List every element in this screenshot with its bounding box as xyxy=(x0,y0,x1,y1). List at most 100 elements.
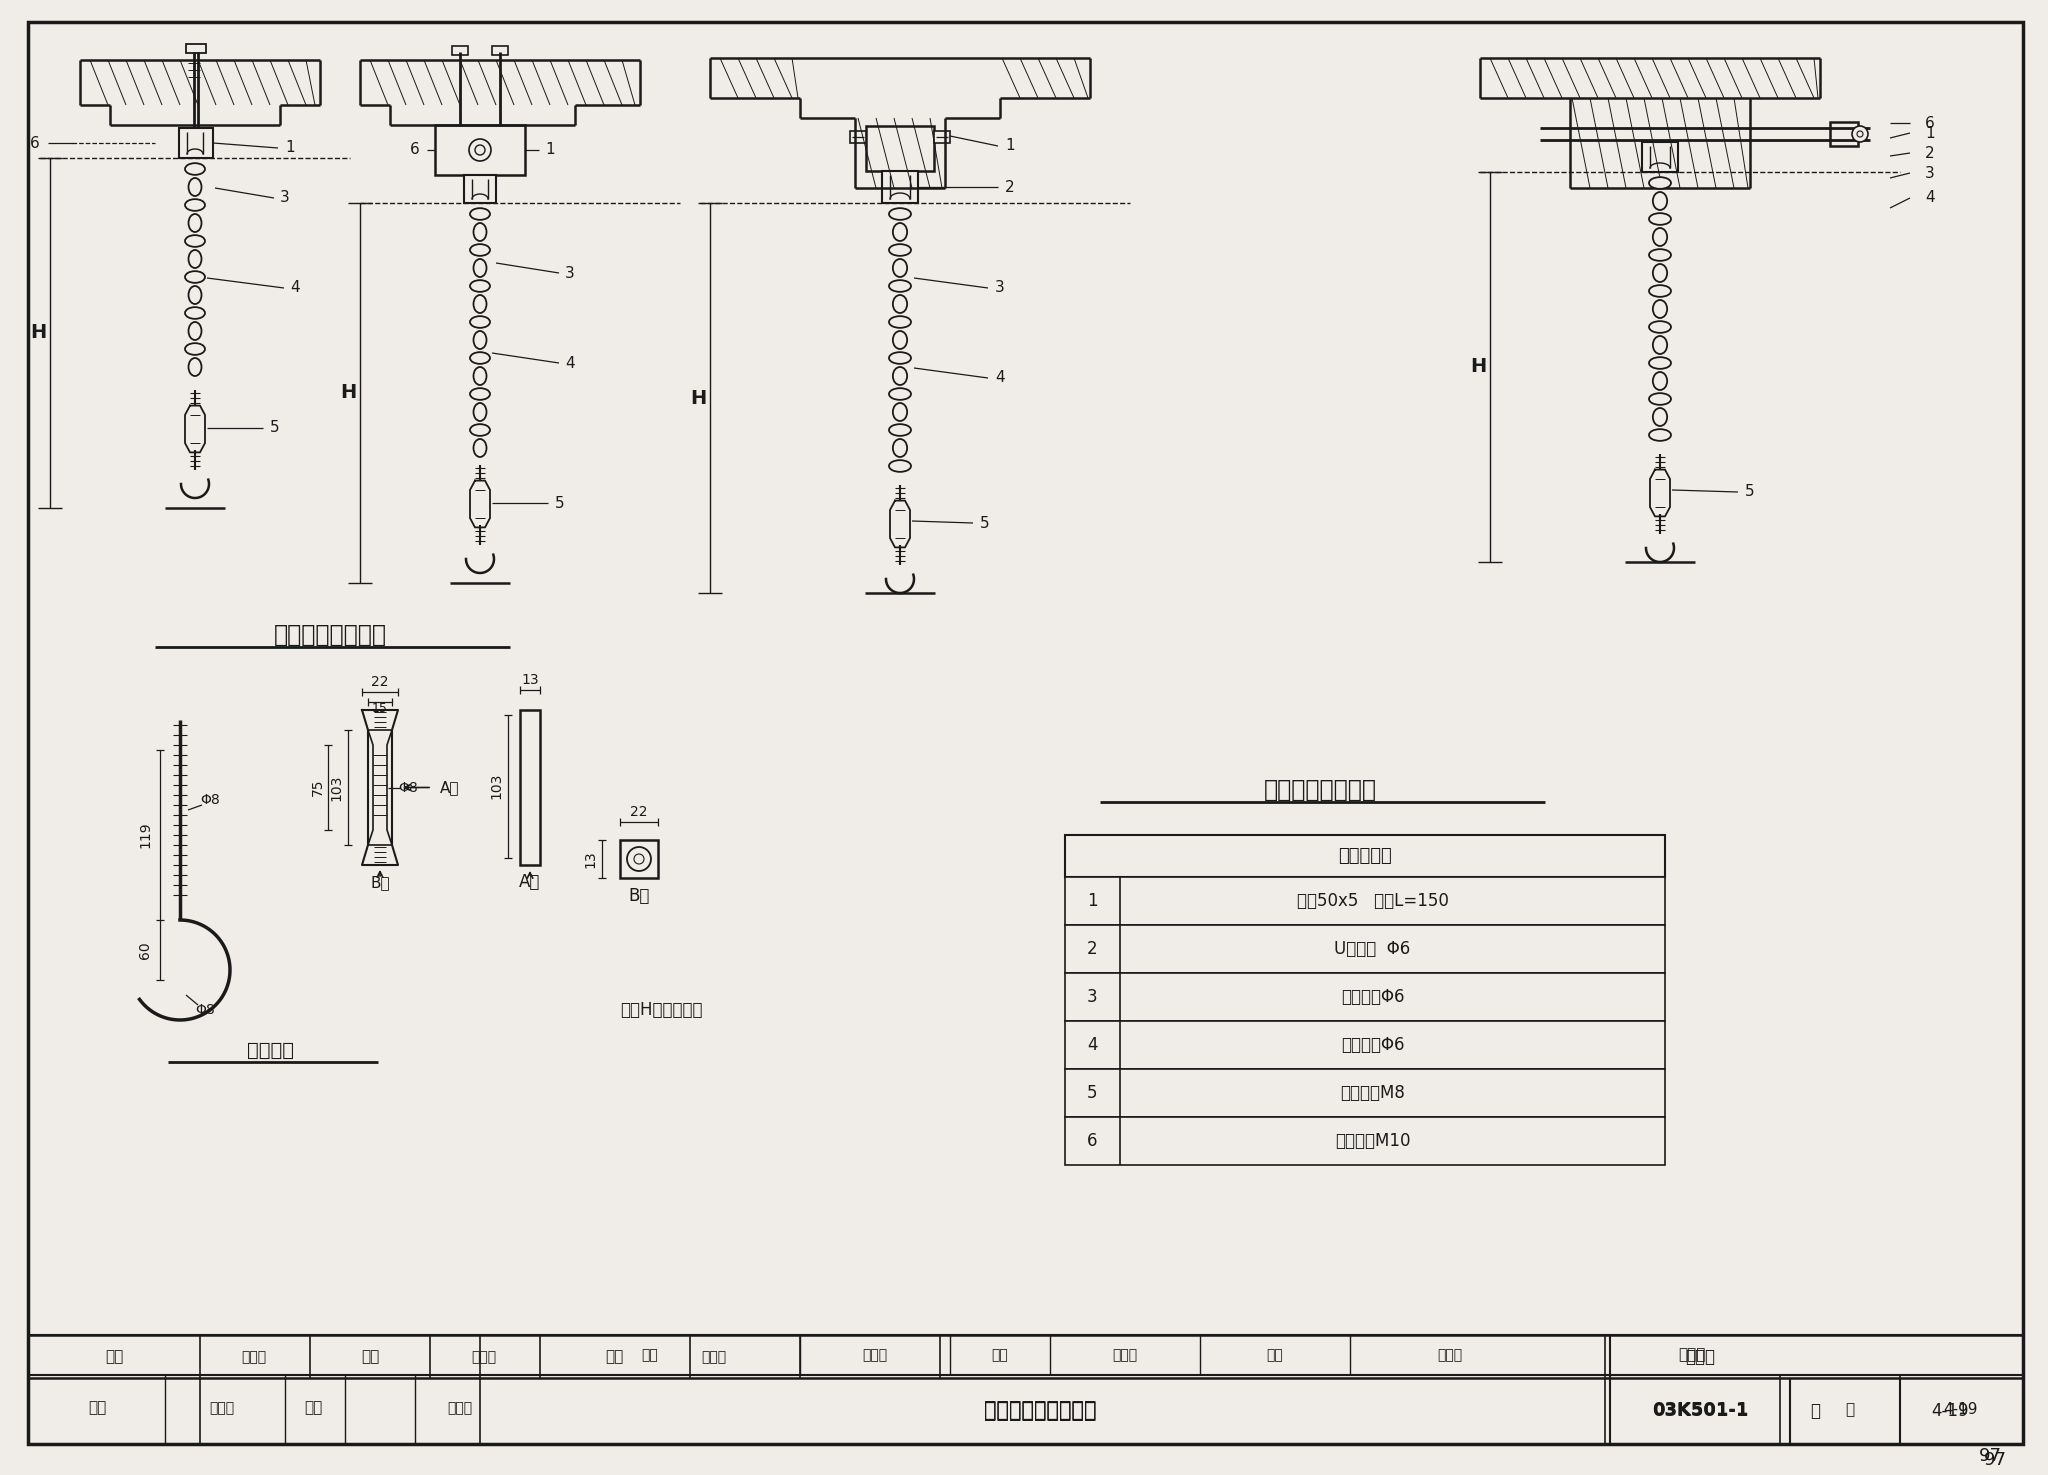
Text: 13: 13 xyxy=(584,850,598,867)
Ellipse shape xyxy=(889,245,911,255)
Circle shape xyxy=(469,139,492,161)
Ellipse shape xyxy=(188,214,201,232)
Text: 2: 2 xyxy=(1087,940,1098,957)
Ellipse shape xyxy=(188,249,201,268)
Ellipse shape xyxy=(469,388,489,400)
Ellipse shape xyxy=(473,403,487,420)
Ellipse shape xyxy=(1653,336,1667,354)
Text: 60: 60 xyxy=(137,941,152,959)
Bar xyxy=(1065,1021,1665,1069)
Text: 97: 97 xyxy=(1978,1447,2001,1465)
Text: H: H xyxy=(690,388,707,407)
Text: 1: 1 xyxy=(545,143,555,158)
Text: H: H xyxy=(31,323,47,342)
Text: 角钢50x5   长度L=150: 角钢50x5 长度L=150 xyxy=(1296,892,1448,910)
Text: 镀锌卡扣Φ6: 镀锌卡扣Φ6 xyxy=(1341,988,1405,1006)
Bar xyxy=(1065,925,1665,974)
Bar xyxy=(178,128,213,158)
Text: 22: 22 xyxy=(371,676,389,689)
Ellipse shape xyxy=(469,280,489,292)
Bar xyxy=(1831,122,1858,146)
Ellipse shape xyxy=(469,208,489,220)
Text: 1: 1 xyxy=(1006,139,1016,153)
Text: 5: 5 xyxy=(981,515,989,531)
Text: 6: 6 xyxy=(31,136,39,150)
Bar xyxy=(1065,974,1665,1021)
Ellipse shape xyxy=(188,286,201,304)
Text: 4-19: 4-19 xyxy=(1931,1403,1968,1420)
Ellipse shape xyxy=(188,322,201,341)
Text: H: H xyxy=(340,384,356,403)
Text: 6: 6 xyxy=(1087,1131,1098,1150)
Text: 戴海洋: 戴海洋 xyxy=(1438,1348,1462,1361)
Ellipse shape xyxy=(184,307,205,319)
Text: 注：H见次页表。: 注：H见次页表。 xyxy=(621,1002,702,1019)
Circle shape xyxy=(475,145,485,155)
Ellipse shape xyxy=(1649,177,1671,189)
Ellipse shape xyxy=(1653,264,1667,282)
Text: 图集号: 图集号 xyxy=(1686,1348,1714,1366)
Bar xyxy=(434,125,524,176)
Text: 校对: 校对 xyxy=(303,1400,322,1416)
Text: 校对: 校对 xyxy=(360,1350,379,1364)
Text: 2: 2 xyxy=(1006,180,1016,195)
Ellipse shape xyxy=(1649,322,1671,333)
Ellipse shape xyxy=(469,425,489,435)
Text: 5: 5 xyxy=(1087,1084,1098,1102)
Bar xyxy=(492,46,508,55)
Bar xyxy=(465,176,496,204)
Text: 5: 5 xyxy=(270,420,281,435)
Text: 胡卫卫: 胡卫卫 xyxy=(862,1348,887,1361)
Bar xyxy=(621,839,657,878)
Text: 白小步: 白小步 xyxy=(1112,1348,1137,1361)
Text: 戴海洋: 戴海洋 xyxy=(700,1350,727,1364)
Text: 花篮螺栓: 花篮螺栓 xyxy=(246,1040,293,1059)
Circle shape xyxy=(1851,125,1868,142)
Text: 4: 4 xyxy=(1087,1035,1098,1055)
Ellipse shape xyxy=(893,367,907,385)
Ellipse shape xyxy=(184,235,205,246)
Ellipse shape xyxy=(893,440,907,457)
Ellipse shape xyxy=(184,344,205,355)
Ellipse shape xyxy=(1653,299,1667,319)
Ellipse shape xyxy=(1653,192,1667,209)
Ellipse shape xyxy=(1649,394,1671,404)
Text: 镀锌吊链Φ6: 镀锌吊链Φ6 xyxy=(1341,1035,1405,1055)
Text: 5: 5 xyxy=(555,496,565,510)
Text: 胀锚螺栓M10: 胀锚螺栓M10 xyxy=(1335,1131,1411,1150)
Text: 4: 4 xyxy=(1925,190,1935,205)
Bar xyxy=(850,131,866,143)
Text: 审核: 审核 xyxy=(104,1350,123,1364)
Text: 3: 3 xyxy=(1925,165,1935,180)
Ellipse shape xyxy=(889,316,911,327)
Text: Φ8: Φ8 xyxy=(397,780,418,795)
Text: A向: A向 xyxy=(440,780,459,795)
Text: 97: 97 xyxy=(1985,1451,2007,1469)
Text: 15: 15 xyxy=(373,702,387,714)
Text: 6: 6 xyxy=(410,143,420,158)
Text: 页: 页 xyxy=(1810,1403,1821,1420)
Ellipse shape xyxy=(889,208,911,220)
Text: 2: 2 xyxy=(1925,146,1935,161)
Ellipse shape xyxy=(473,367,487,385)
Circle shape xyxy=(627,847,651,872)
Bar xyxy=(866,125,934,171)
Text: 设计: 设计 xyxy=(1266,1348,1284,1361)
Text: 设计: 设计 xyxy=(604,1350,623,1364)
Ellipse shape xyxy=(893,295,907,313)
Ellipse shape xyxy=(1649,429,1671,441)
Ellipse shape xyxy=(184,164,205,176)
Text: Φ8: Φ8 xyxy=(201,794,219,807)
Text: 审核: 审核 xyxy=(88,1400,106,1416)
Text: 3: 3 xyxy=(995,280,1006,295)
Ellipse shape xyxy=(469,316,489,327)
Text: Φ8: Φ8 xyxy=(195,1003,215,1016)
Text: 混凝土结构悬挂安装: 混凝土结构悬挂安装 xyxy=(983,1401,1096,1420)
Text: B向: B向 xyxy=(371,876,389,891)
Ellipse shape xyxy=(893,260,907,277)
Text: 混凝土梁悬挂方式: 混凝土梁悬挂方式 xyxy=(1264,777,1376,802)
Ellipse shape xyxy=(188,178,201,196)
Text: 3: 3 xyxy=(565,266,575,280)
Text: A向: A向 xyxy=(520,873,541,891)
Ellipse shape xyxy=(1649,214,1671,224)
